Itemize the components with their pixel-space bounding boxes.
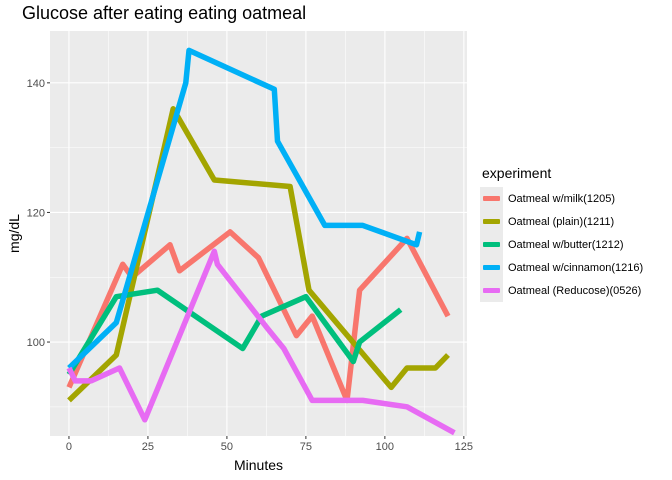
legend-item: Oatmeal (plain)(1211) — [480, 210, 665, 233]
legend-label: Oatmeal (plain)(1211) — [508, 215, 615, 228]
series-lines — [66, 47, 456, 436]
x-tick-label: 125 — [455, 441, 473, 453]
legend-item: Oatmeal w/butter(1212) — [480, 233, 665, 256]
legend: experiment Oatmeal w/milk(1205) Oatmeal (… — [480, 165, 665, 302]
legend-key — [480, 233, 503, 256]
minor-gridlines — [50, 31, 467, 436]
x-axis-label: Minutes — [234, 457, 283, 473]
series-line-3 — [66, 287, 403, 376]
legend-label: Oatmeal w/cinnamon(1216) — [508, 261, 644, 274]
legend-swatch — [483, 219, 500, 224]
legend-key — [480, 256, 503, 279]
legend-label: Oatmeal (Reducose)(0526) — [508, 284, 642, 297]
legend-swatch — [483, 288, 500, 293]
legend-key — [480, 187, 503, 210]
series-line-1 — [66, 229, 451, 404]
x-tick-label: 0 — [66, 441, 72, 453]
x-tick-label: 25 — [142, 441, 154, 453]
series-line-5 — [66, 248, 456, 436]
legend-key — [480, 279, 503, 302]
legend-label: Oatmeal w/butter(1212) — [508, 238, 624, 251]
legend-item: Oatmeal (Reducose)(0526) — [480, 279, 665, 302]
axis-ticks — [47, 82, 465, 439]
y-tick-label: 140 — [27, 78, 45, 90]
x-tick-label: 50 — [221, 441, 233, 453]
legend-swatch — [483, 265, 500, 270]
series-line-4 — [67, 47, 423, 370]
legend-swatch — [483, 242, 500, 247]
legend-item: Oatmeal w/milk(1205) — [480, 187, 665, 210]
legend-items: Oatmeal w/milk(1205) Oatmeal (plain)(1211… — [480, 187, 665, 302]
legend-item: Oatmeal w/cinnamon(1216) — [480, 256, 665, 279]
legend-label: Oatmeal w/milk(1205) — [508, 192, 615, 205]
legend-title: experiment — [482, 165, 552, 181]
x-tick-label: 75 — [300, 441, 312, 453]
legend-key — [480, 210, 503, 233]
x-tick-label: 100 — [376, 441, 394, 453]
tick-labels: 0 25 50 75 100 125 100 120 140 — [27, 78, 473, 453]
y-axis-label: mg/dL — [6, 214, 22, 253]
y-tick-label: 120 — [27, 207, 45, 219]
y-tick-label: 100 — [27, 337, 45, 349]
chart-title: Glucose after eating eating oatmeal — [22, 3, 307, 23]
legend-swatch — [483, 196, 500, 201]
